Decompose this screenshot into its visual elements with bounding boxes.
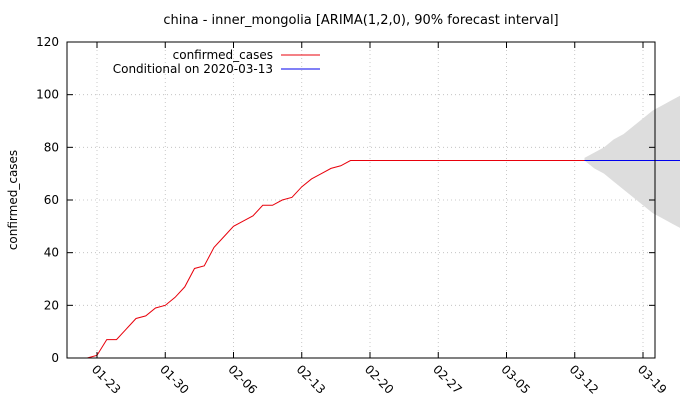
y-axis-label: confirmed_cases <box>6 150 20 250</box>
x-tick-label: 03-12 <box>567 362 602 397</box>
chart-title: china - inner_mongolia [ARIMA(1,2,0), 90… <box>163 13 558 28</box>
legend-label-confirmed: confirmed_cases <box>173 48 273 62</box>
confirmed-cases-line <box>87 160 585 359</box>
x-tick-label: 02-20 <box>362 362 397 397</box>
x-tick-label: 02-06 <box>225 362 260 397</box>
x-tick-label: 02-13 <box>294 362 329 397</box>
y-tick-label: 60 <box>44 193 59 207</box>
grid <box>67 42 655 358</box>
y-tick-label: 20 <box>44 298 59 312</box>
y-tick-label: 80 <box>44 140 59 154</box>
x-tick-label: 02-27 <box>430 362 465 397</box>
legend-label-forecast: Conditional on 2020-03-13 <box>113 62 273 76</box>
x-tick-label: 01-23 <box>89 362 124 397</box>
x-tick-label: 03-05 <box>498 362 533 397</box>
x-tick-label: 03-19 <box>635 362 670 397</box>
y-tick-label: 40 <box>44 246 59 260</box>
y-tick-label: 120 <box>36 35 59 49</box>
y-tick-label: 100 <box>36 88 59 102</box>
forecast-interval-band <box>584 95 680 228</box>
y-tick-label: 0 <box>51 351 59 365</box>
plot-area <box>87 95 680 359</box>
x-tick-label: 01-30 <box>157 362 192 397</box>
